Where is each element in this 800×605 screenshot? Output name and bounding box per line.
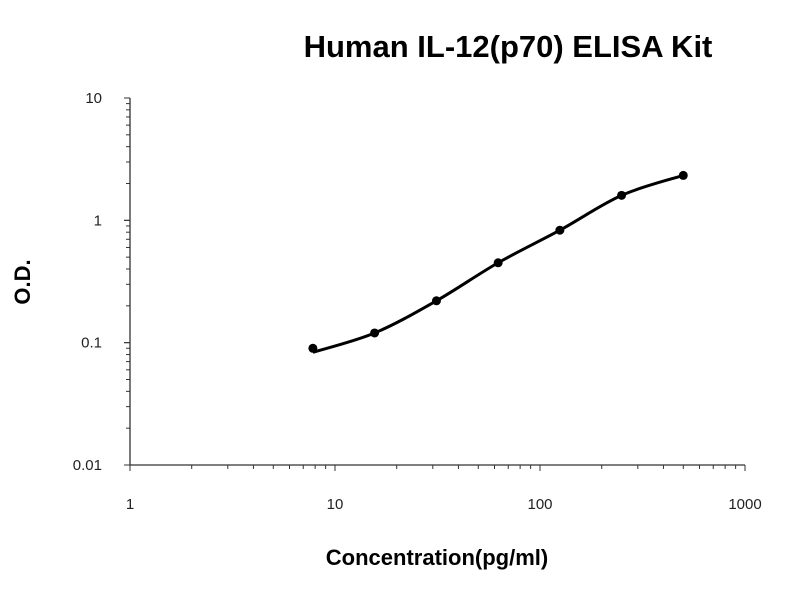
x-tick-label: 1000 xyxy=(728,496,761,513)
data-point xyxy=(308,343,318,353)
x-tick-label: 1 xyxy=(126,496,134,513)
chart-title: Human IL-12(p70) ELISA Kit xyxy=(304,29,713,64)
y-axis-label: O.D. xyxy=(10,259,35,304)
axes xyxy=(124,97,746,471)
x-axis-label: Concentration(pg/ml) xyxy=(326,545,548,570)
data-point xyxy=(555,225,565,235)
data-point xyxy=(431,296,441,306)
x-tick-label: 100 xyxy=(527,496,552,513)
data-point xyxy=(370,328,380,338)
y-tick-label: 0.01 xyxy=(73,457,102,474)
x-tick-label: 10 xyxy=(327,496,344,513)
plot-area xyxy=(308,170,688,354)
y-tick-label: 10 xyxy=(85,90,102,107)
y-tick-label: 1 xyxy=(94,212,102,229)
y-tick-label: 0.1 xyxy=(81,335,102,352)
data-point xyxy=(617,190,627,200)
data-point xyxy=(493,258,503,268)
data-point xyxy=(678,170,688,180)
tick-labels: 1 10 100 1000 0.01 0.1 1 10 xyxy=(73,90,762,513)
